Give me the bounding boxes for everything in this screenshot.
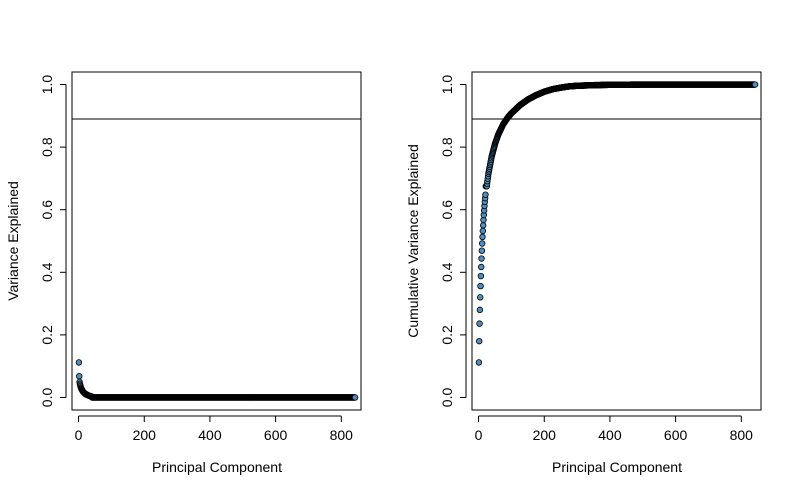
plot-frame bbox=[71, 71, 362, 411]
data-point bbox=[479, 227, 487, 235]
data-point bbox=[479, 233, 486, 241]
data-point bbox=[477, 294, 484, 301]
variance-explained-panel: 0 200 400 600 800 0.0 0.2 0.4 0.6 0.8 1.0 Princip… bbox=[5, 71, 362, 475]
y-tick-label: 0.4 bbox=[439, 262, 455, 282]
x-tick-label: 200 bbox=[533, 427, 557, 443]
x-tick-label: 0 bbox=[75, 427, 83, 443]
data-point bbox=[477, 272, 485, 280]
x-tick-label: 400 bbox=[598, 427, 622, 443]
data-point bbox=[477, 282, 484, 290]
x-tick-label: 600 bbox=[664, 427, 688, 443]
y-tick-label: 0.0 bbox=[39, 388, 55, 408]
data-point bbox=[475, 359, 483, 366]
data-point bbox=[482, 191, 489, 198]
points bbox=[75, 359, 359, 401]
data-point bbox=[478, 255, 485, 262]
data-point bbox=[75, 359, 83, 366]
y-tick-label: 0.4 bbox=[39, 262, 55, 282]
data-point bbox=[478, 240, 486, 247]
x-axis: 0 200 400 600 800 bbox=[75, 415, 354, 443]
y-tick-label: 0.8 bbox=[439, 137, 455, 157]
x-axis: 0 200 400 600 800 bbox=[475, 415, 754, 443]
y-tick-label: 0.6 bbox=[39, 200, 55, 220]
y-tick-label: 1.0 bbox=[39, 75, 55, 95]
data-point bbox=[476, 320, 483, 327]
x-tick-label: 0 bbox=[475, 427, 483, 443]
data-point bbox=[76, 373, 83, 380]
x-tick-label: 400 bbox=[198, 427, 222, 443]
y-axis-label: Cumulative Variance Explained bbox=[405, 144, 421, 338]
cumulative-variance-panel: 0 200 400 600 800 0.0 0.2 0.4 0.6 0.8 1.0 Princip… bbox=[405, 71, 762, 475]
y-axis-label: Variance Explained bbox=[5, 181, 21, 301]
y-tick-label: 1.0 bbox=[439, 75, 455, 95]
y-axis: 0.0 0.2 0.4 0.6 0.8 1.0 bbox=[39, 75, 67, 408]
y-tick-label: 0.8 bbox=[39, 137, 55, 157]
x-axis-label: Principal Component bbox=[552, 459, 682, 475]
y-tick-label: 0.2 bbox=[439, 325, 455, 345]
x-tick-label: 600 bbox=[264, 427, 288, 443]
data-point bbox=[478, 263, 485, 271]
x-tick-label: 800 bbox=[730, 427, 754, 443]
x-tick-label: 200 bbox=[133, 427, 157, 443]
data-point bbox=[478, 247, 486, 254]
y-tick-label: 0.0 bbox=[439, 388, 455, 408]
plot-frame bbox=[471, 71, 762, 411]
y-axis: 0.0 0.2 0.4 0.6 0.8 1.0 bbox=[439, 75, 467, 408]
data-point bbox=[351, 394, 359, 401]
data-point bbox=[479, 222, 487, 229]
x-axis-label: Principal Component bbox=[152, 459, 282, 475]
data-point bbox=[751, 81, 759, 88]
data-point bbox=[476, 337, 483, 345]
y-tick-label: 0.6 bbox=[439, 200, 455, 220]
data-point bbox=[476, 306, 484, 314]
points bbox=[475, 81, 759, 366]
x-tick-label: 800 bbox=[330, 427, 354, 443]
y-tick-label: 0.2 bbox=[39, 325, 55, 345]
